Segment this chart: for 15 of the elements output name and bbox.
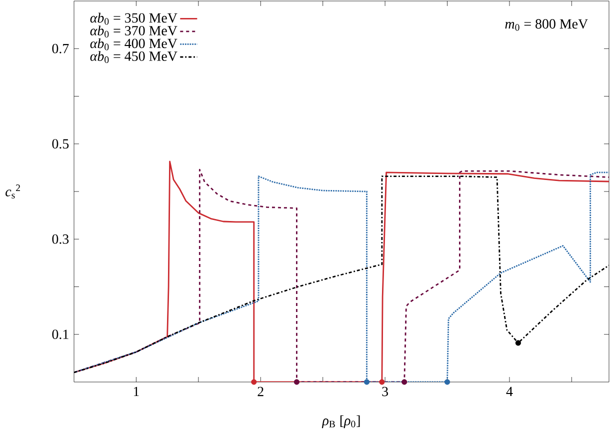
legend-label: αb$_{0}$ = 350 MeV	[90, 12, 178, 25]
annotation: m$_{0}$ = 800 MeV	[505, 19, 588, 31]
x-tick-label: 1	[134, 386, 139, 396]
legend-label: αb$_{0}$ = 370 MeV	[90, 26, 178, 38]
legend-label: αb$_{0}$ = 400 MeV	[90, 38, 178, 50]
x-tick-label: 3	[382, 386, 388, 396]
y-tick-label: 0.1	[52, 330, 68, 340]
legend-label: αb$_{0}$ = 450 MeV	[90, 51, 178, 64]
y-tick-label: 0.3	[52, 234, 69, 244]
y-tick-label: 0.7	[52, 44, 69, 54]
y-axis-title: c$_{s}$2	[6, 184, 20, 198]
y-tick-label: 0.5	[52, 139, 69, 149]
x-tick-label: 4	[506, 386, 513, 396]
x-axis-title: ρ$_{B}$ [ρ$_{0}$]	[322, 415, 360, 428]
x-tick-label: 2	[258, 386, 264, 396]
